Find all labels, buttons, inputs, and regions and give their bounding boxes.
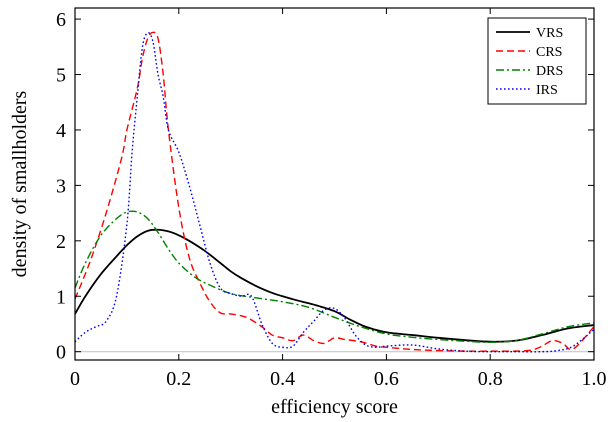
series-line-vrs — [75, 228, 594, 343]
y-tick-label: 1 — [56, 286, 66, 308]
x-tick-label: 0.6 — [374, 368, 399, 390]
y-axis-title: density of smallholders — [9, 90, 31, 277]
legend-label-crs: CRS — [536, 45, 562, 60]
ticks-layer: 0 0.2 0.4 0.6 0.8 1.0 0 1 2 3 4 5 6 — [56, 8, 607, 390]
x-tick-label: 0.2 — [166, 368, 191, 390]
x-tick-label: 0.8 — [478, 368, 503, 390]
series-layer — [75, 31, 594, 353]
y-tick-label: 5 — [56, 65, 66, 87]
series-line-irs — [75, 32, 594, 353]
y-tick-label: 6 — [56, 9, 66, 31]
y-tick-label: 4 — [56, 120, 66, 142]
x-tick-label: 0 — [70, 368, 80, 390]
legend-label-irs: IRS — [536, 83, 558, 98]
x-tick-label: 1.0 — [582, 368, 607, 390]
legend-label-drs: DRS — [536, 64, 563, 79]
y-tick-label: 0 — [56, 342, 66, 364]
y-tick-label: 3 — [56, 175, 66, 197]
legend-label-vrs: VRS — [536, 26, 563, 41]
x-axis-title: efficiency score — [271, 396, 398, 418]
series-line-drs — [75, 210, 594, 343]
legend-items: VRS CRS DRS IRS — [496, 26, 563, 98]
legend: VRS CRS DRS IRS — [487, 17, 587, 105]
x-tick-label: 0.4 — [270, 368, 295, 390]
plot-frame — [74, 7, 595, 361]
y-tick-label: 2 — [56, 231, 66, 253]
